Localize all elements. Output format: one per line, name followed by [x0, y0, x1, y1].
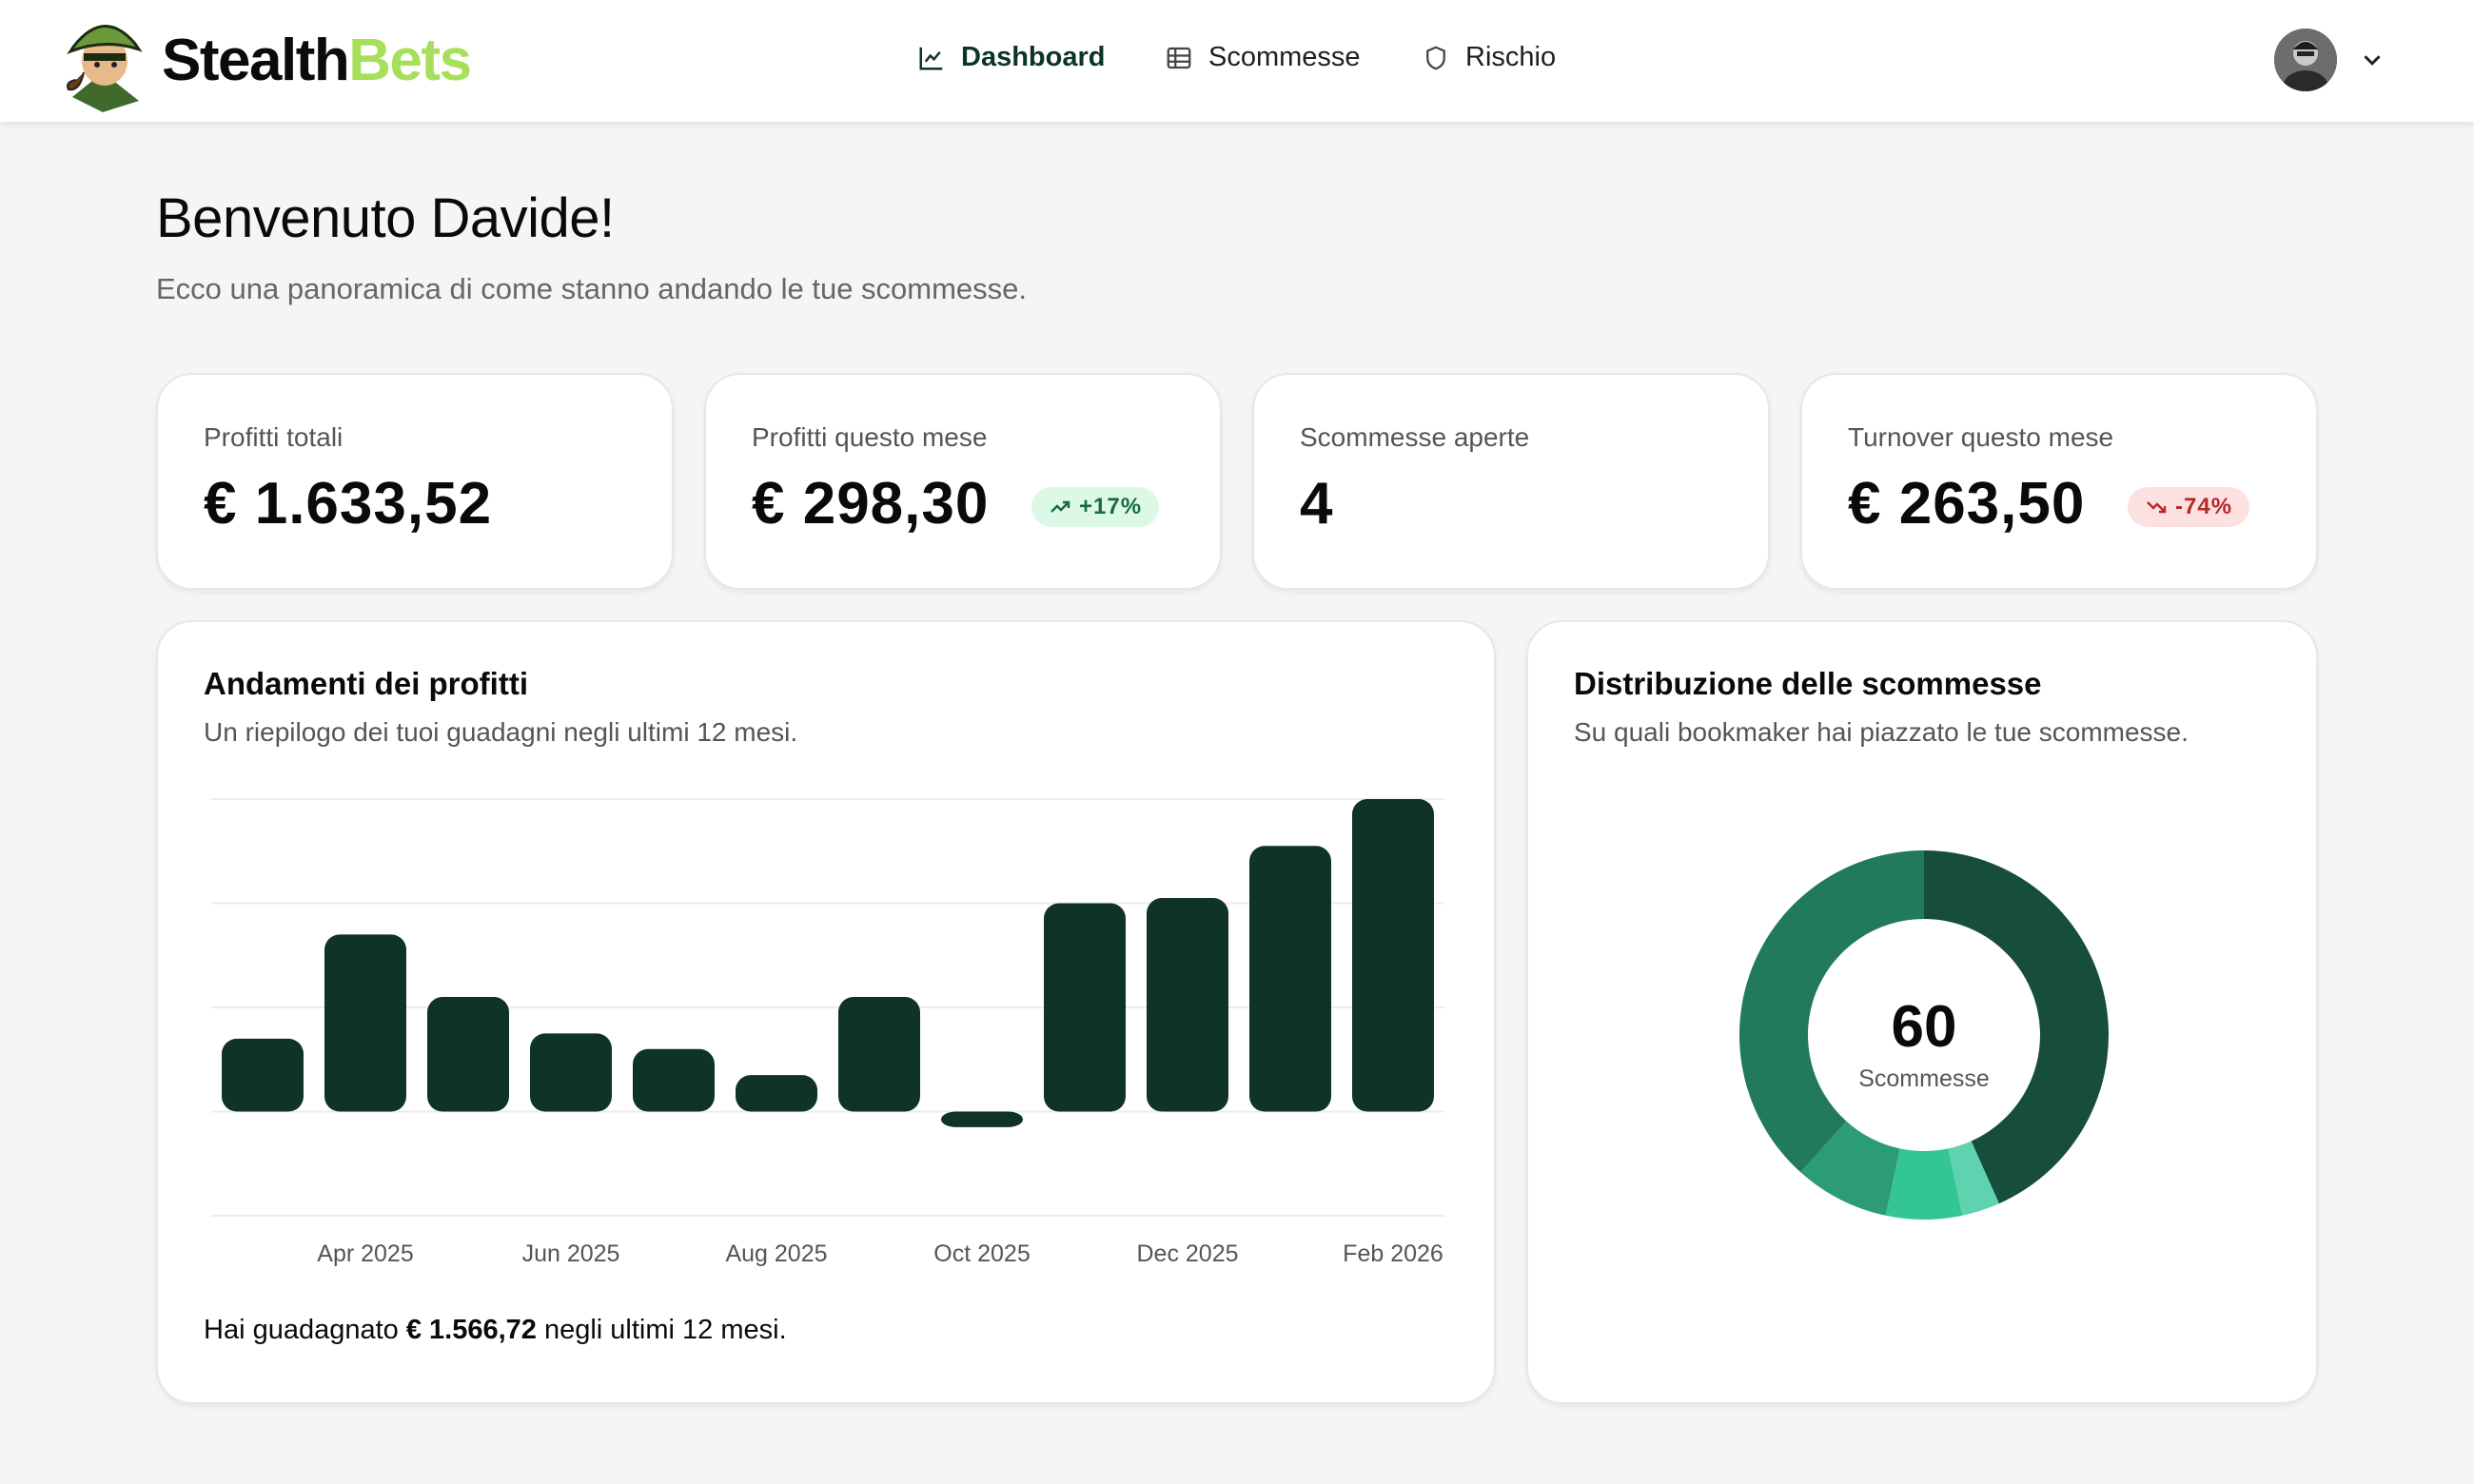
card-title: Distribuzione delle scommesse [1574, 666, 2042, 701]
detective-logo-icon [67, 25, 143, 112]
card-subtitle: Su quali bookmaker hai piazzato le tue s… [1574, 717, 2189, 747]
profits-summary: Hai guadagnato € 1.566,72 negli ultimi 1… [204, 1315, 787, 1345]
bar-apr-2025[interactable] [324, 934, 406, 1112]
stat-label: Profitti questo mese [752, 422, 988, 452]
donut-slice-2[interactable] [1948, 1141, 1999, 1216]
nav-rischio-label: Rischio [1465, 42, 1557, 72]
profits-chart-card: Andamenti dei profitti Un riepilogo dei … [156, 620, 1496, 1404]
line-chart-icon [919, 47, 943, 69]
stat-label: Profitti totali [204, 422, 344, 452]
stat-value: € 1.633,52 [204, 471, 493, 537]
x-tick-label: Aug 2025 [725, 1240, 827, 1267]
user-menu[interactable] [2274, 29, 2386, 91]
x-tick-label: Apr 2025 [317, 1240, 413, 1267]
bar-feb-2026[interactable] [1352, 799, 1434, 1112]
bookmaker-donut-chart [1739, 850, 2109, 1220]
x-tick-label: Oct 2025 [933, 1240, 1030, 1267]
stat-value: € 263,50 [1848, 471, 2086, 537]
user-photo-icon [2274, 29, 2337, 91]
shield-icon [1426, 46, 1445, 69]
nav-scommesse[interactable]: Scommesse [1165, 42, 1361, 73]
trend-badge-down: -74% [2128, 487, 2250, 527]
bar-oct-2025[interactable] [941, 1111, 1023, 1127]
card-subtitle: Un riepilogo dei tuoi guadagni negli ult… [204, 717, 798, 747]
stat-card-month-profit: Profitti questo mese € 298,30 +17% [704, 373, 1222, 590]
brand-logo[interactable]: StealthBets [55, 6, 472, 114]
profits-summary-amount: € 1.566,72 [405, 1315, 537, 1345]
bar-jul-2025[interactable] [633, 1048, 715, 1112]
badge-text: -74% [2175, 494, 2233, 519]
avatar[interactable] [2274, 29, 2337, 91]
chevron-down-icon[interactable] [2358, 46, 2386, 74]
stat-value: 4 [1300, 471, 1334, 537]
stat-card-open-bets: Scommesse aperte 4 [1252, 373, 1770, 590]
bar-mar-2025[interactable] [222, 1038, 304, 1112]
nav-rischio[interactable]: Rischio [1422, 42, 1556, 73]
brand-name: StealthBets [162, 27, 472, 93]
stat-card-total-profit: Profitti totali € 1.633,52 [156, 373, 674, 590]
donut-slice-1[interactable] [1924, 850, 2109, 1204]
trending-down-icon [2147, 501, 2167, 514]
x-tick-label: Dec 2025 [1136, 1240, 1238, 1267]
bar-aug-2025[interactable] [736, 1075, 817, 1112]
donut-slice-3[interactable] [1885, 1148, 1963, 1220]
donut-slice-5[interactable] [1739, 850, 1924, 1173]
stat-card-turnover: Turnover questo mese € 263,50 -74% [1800, 373, 2318, 590]
profits-bar-chart: Apr 2025 Jun 2025 Aug 2025 Oct 2025 Dec 2025… [211, 798, 1444, 1267]
bar-jan-2026[interactable] [1249, 846, 1331, 1112]
nav-dashboard[interactable]: Dashboard [917, 42, 1105, 73]
top-navbar: StealthBets Dashboard Scommesse Rischio [0, 0, 2474, 122]
trending-up-icon [1050, 500, 1070, 513]
stat-value: € 298,30 [752, 471, 990, 537]
bar-may-2025[interactable] [427, 997, 509, 1112]
bar-jun-2025[interactable] [530, 1033, 612, 1112]
page-title: Benvenuto Davide! [156, 187, 615, 249]
table-icon [1167, 47, 1191, 68]
bar-sep-2025[interactable] [838, 997, 920, 1112]
page-subtitle: Ecco una panoramica di come stanno andan… [156, 272, 1028, 305]
bar-dec-2025[interactable] [1147, 898, 1228, 1112]
donut-total-value: 60 [1891, 994, 1957, 1060]
badge-text: +17% [1079, 494, 1143, 519]
stat-label: Turnover questo mese [1848, 422, 2114, 452]
nav-dashboard-label: Dashboard [961, 42, 1106, 72]
x-tick-label: Feb 2026 [1343, 1240, 1443, 1267]
card-title: Andamenti dei profitti [204, 666, 528, 701]
distribution-card: Distribuzione delle scommesse Su quali b… [1526, 620, 2318, 1404]
stat-label: Scommesse aperte [1300, 422, 1530, 452]
nav-scommesse-label: Scommesse [1208, 42, 1361, 72]
x-tick-label: Jun 2025 [522, 1240, 620, 1267]
bar-nov-2025[interactable] [1044, 903, 1126, 1112]
donut-slice-4[interactable] [1800, 1121, 1900, 1216]
donut-total-label: Scommesse [1858, 1065, 1990, 1092]
trend-badge-up: +17% [1031, 487, 1160, 527]
